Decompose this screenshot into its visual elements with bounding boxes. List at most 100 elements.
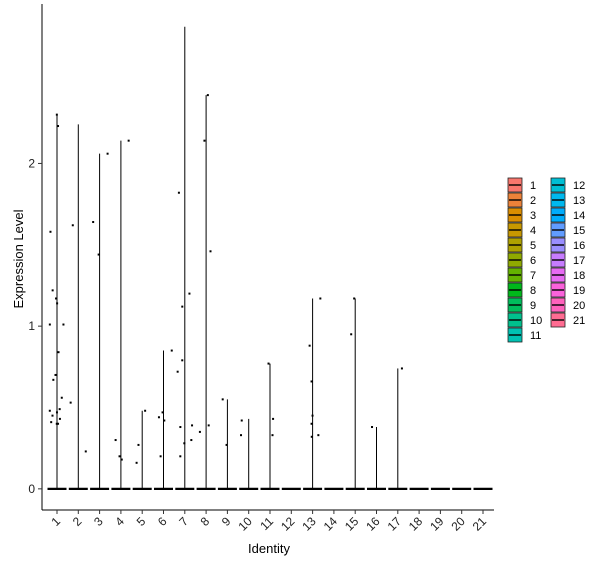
violin-8 (196, 95, 216, 490)
point-17-0 (400, 367, 403, 370)
point-1-3 (51, 289, 54, 292)
point-1-0 (55, 113, 58, 116)
legend-label-17: 17 (573, 255, 585, 267)
point-15-1 (350, 333, 353, 336)
point-7-1 (188, 292, 191, 295)
point-1-17 (50, 421, 53, 424)
point-13-1 (308, 344, 311, 347)
legend-label-21: 21 (573, 315, 585, 327)
point-11-1 (272, 417, 275, 420)
point-7-9 (179, 455, 182, 458)
point-10-1 (240, 434, 243, 437)
point-1-16 (58, 417, 61, 420)
point-10-0 (240, 419, 243, 422)
point-2-0 (71, 224, 74, 227)
point-1-6 (48, 323, 51, 326)
point-1-9 (54, 373, 57, 376)
x-tick-label-15: 15 (342, 514, 362, 534)
legend-label-10: 10 (530, 315, 542, 327)
point-6-0 (170, 349, 173, 352)
point-8-0 (206, 94, 209, 97)
x-tick-label-21: 21 (470, 514, 490, 534)
legend-label-11: 11 (530, 330, 541, 342)
legend-label-9: 9 (530, 300, 536, 312)
legend-label-18: 18 (573, 270, 585, 282)
point-4-3 (120, 458, 123, 461)
legend-label-13: 13 (573, 195, 585, 207)
point-5-2 (135, 461, 138, 464)
legend-label-5: 5 (530, 240, 536, 252)
point-7-6 (179, 426, 182, 429)
point-7-7 (190, 439, 193, 442)
point-7-4 (176, 370, 179, 373)
violin-3 (90, 153, 110, 490)
point-6-1 (161, 411, 164, 414)
point-3-1 (92, 221, 95, 224)
legend-label-2: 2 (530, 195, 536, 207)
legend-label-12: 12 (573, 180, 585, 192)
point-16-0 (371, 426, 374, 429)
x-tick-label-13: 13 (299, 514, 319, 534)
legend-label-8: 8 (530, 285, 536, 297)
violin-10 (239, 418, 259, 490)
violin-4 (111, 140, 131, 490)
point-13-6 (310, 435, 313, 438)
x-tick-label-1: 1 (48, 514, 63, 529)
point-11-2 (271, 434, 274, 437)
point-1-19 (55, 422, 58, 425)
point-6-4 (159, 455, 162, 458)
x-axis: 1 2 3 4 5 6 7 8 9 10 11 12 13 14 15 16 17 18 19 20 21 (42, 509, 494, 534)
legend-label-4: 4 (530, 225, 536, 237)
point-1-18 (57, 422, 60, 425)
x-tick-label-12: 12 (278, 514, 298, 534)
x-tick-label-8: 8 (198, 514, 213, 529)
point-8-3 (207, 424, 210, 427)
x-tick-label-4: 4 (112, 514, 127, 529)
violin-2 (68, 124, 88, 490)
point-7-8 (183, 442, 186, 445)
point-1-5 (56, 302, 59, 305)
x-tick-label-3: 3 (91, 514, 106, 529)
point-7-0 (177, 191, 180, 194)
x-tick-label-2: 2 (70, 514, 85, 529)
x-axis-title: Identity (248, 541, 290, 556)
y-axis-title: Expression Level (11, 209, 26, 308)
point-1-14 (55, 411, 58, 414)
x-tick-label-6: 6 (155, 514, 170, 529)
y-axis: 0 1 2 (28, 4, 43, 510)
plot-area (47, 26, 493, 490)
point-7-3 (181, 359, 184, 362)
legend-label-7: 7 (530, 270, 536, 282)
point-9-0 (221, 398, 224, 401)
violin-5 (132, 410, 152, 490)
point-3-2 (97, 253, 100, 256)
x-tick-label-17: 17 (385, 514, 405, 534)
x-tick-label-14: 14 (321, 514, 341, 534)
x-tick-label-9: 9 (219, 514, 234, 529)
point-5-1 (137, 443, 140, 446)
point-2-2 (84, 450, 87, 453)
legend-label-6: 6 (530, 255, 536, 267)
point-13-4 (310, 422, 313, 425)
x-tick-label-18: 18 (406, 514, 426, 534)
x-tick-label-19: 19 (427, 514, 447, 534)
x-tick-label-7: 7 (176, 514, 191, 529)
point-1-8 (57, 351, 60, 354)
point-4-2 (118, 455, 121, 458)
violin-17 (388, 368, 408, 490)
point-3-0 (106, 152, 109, 155)
point-7-2 (181, 305, 184, 308)
legend-label-16: 16 (573, 240, 585, 252)
point-8-4 (198, 430, 201, 433)
point-9-1 (225, 443, 228, 446)
point-1-12 (58, 408, 61, 411)
point-1-2 (49, 230, 52, 233)
point-13-2 (310, 380, 313, 383)
point-1-13 (48, 409, 51, 412)
point-5-0 (144, 409, 147, 412)
legend-label-3: 3 (530, 210, 536, 222)
x-tick-label-10: 10 (235, 514, 255, 534)
violin-16 (367, 427, 386, 490)
